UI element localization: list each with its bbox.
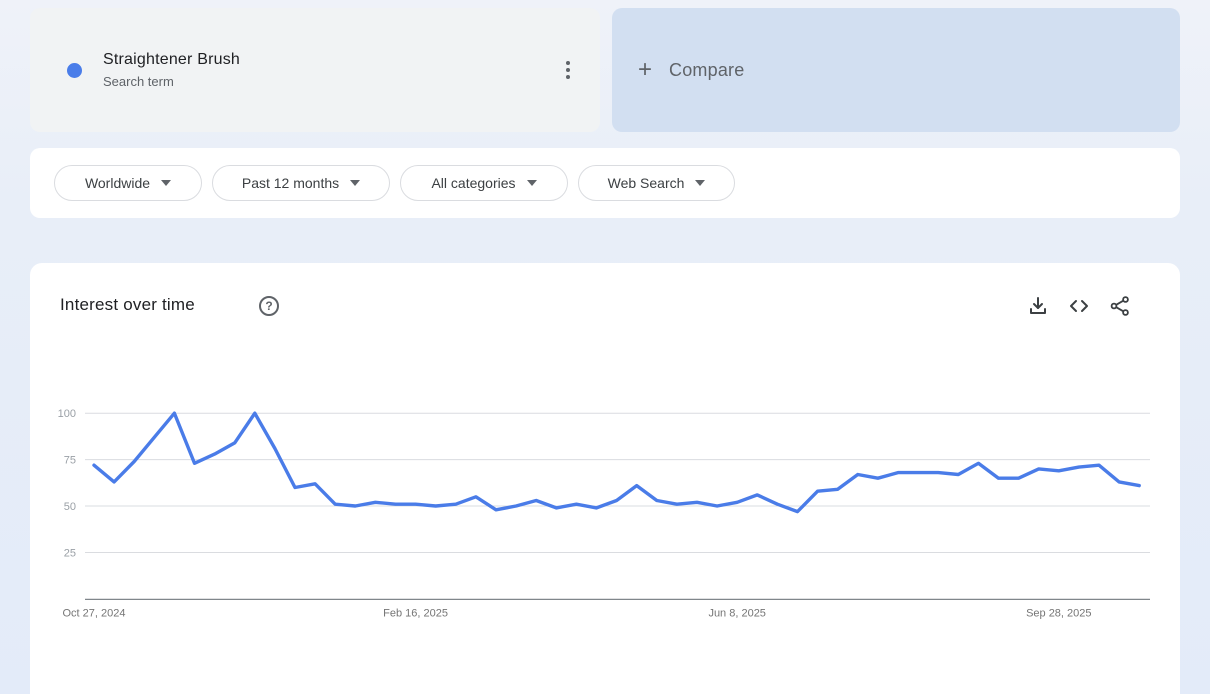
svg-text:Sep 28, 2025: Sep 28, 2025 [1026,607,1091,619]
filter-category-dropdown[interactable]: All categories [400,165,568,201]
kebab-menu-icon [566,61,570,65]
search-term-type-label: Search term [103,74,174,89]
help-icon[interactable]: ? [259,296,279,316]
svg-text:75: 75 [64,455,76,467]
chevron-down-icon [695,180,706,186]
filter-search-type-dropdown[interactable]: Web Search [578,165,735,201]
plus-icon: + [638,56,653,83]
svg-text:25: 25 [64,548,76,560]
chart-header: Interest over time ? [30,263,1180,333]
chart-toolbar [1026,294,1132,318]
filter-geo-label: Worldwide [84,175,151,191]
filter-geo-dropdown[interactable]: Worldwide [54,165,202,201]
chevron-down-icon [161,180,172,186]
svg-text:Jun 8, 2025: Jun 8, 2025 [708,607,766,619]
svg-text:Oct 27, 2024: Oct 27, 2024 [63,607,126,619]
share-icon[interactable] [1108,294,1132,318]
download-icon[interactable] [1026,294,1050,318]
svg-text:50: 50 [64,501,76,513]
svg-text:Feb 16, 2025: Feb 16, 2025 [383,607,448,619]
filter-time-label: Past 12 months [241,175,340,191]
compare-add-card[interactable]: + Compare [612,8,1180,132]
interest-over-time-card: Interest over time ? 25 50 75 100 Oct 27, 20… [30,263,1180,694]
filter-search-type-label: Web Search [607,175,685,191]
series-color-dot [67,62,82,78]
svg-text:100: 100 [58,408,76,420]
chevron-down-icon [350,180,361,186]
search-term-card[interactable]: Straightener Brush Search term [30,8,600,132]
term-options-menu-button[interactable] [552,54,584,86]
filter-bar: Worldwide Past 12 months All categories … [30,148,1180,218]
search-term-title: Straightener Brush [103,51,241,68]
search-term-text: Straightener Brush Search term [103,51,552,89]
chart-title: Interest over time [60,295,195,314]
compare-label: Compare [669,59,745,80]
filter-time-dropdown[interactable]: Past 12 months [212,165,390,201]
interest-over-time-line-chart[interactable]: 25 50 75 100 Oct 27, 2024 Feb 16, 2025 Jun 8, … [30,263,1180,694]
embed-code-icon[interactable] [1067,294,1091,318]
filter-category-label: All categories [431,175,516,191]
chevron-down-icon [526,180,537,186]
